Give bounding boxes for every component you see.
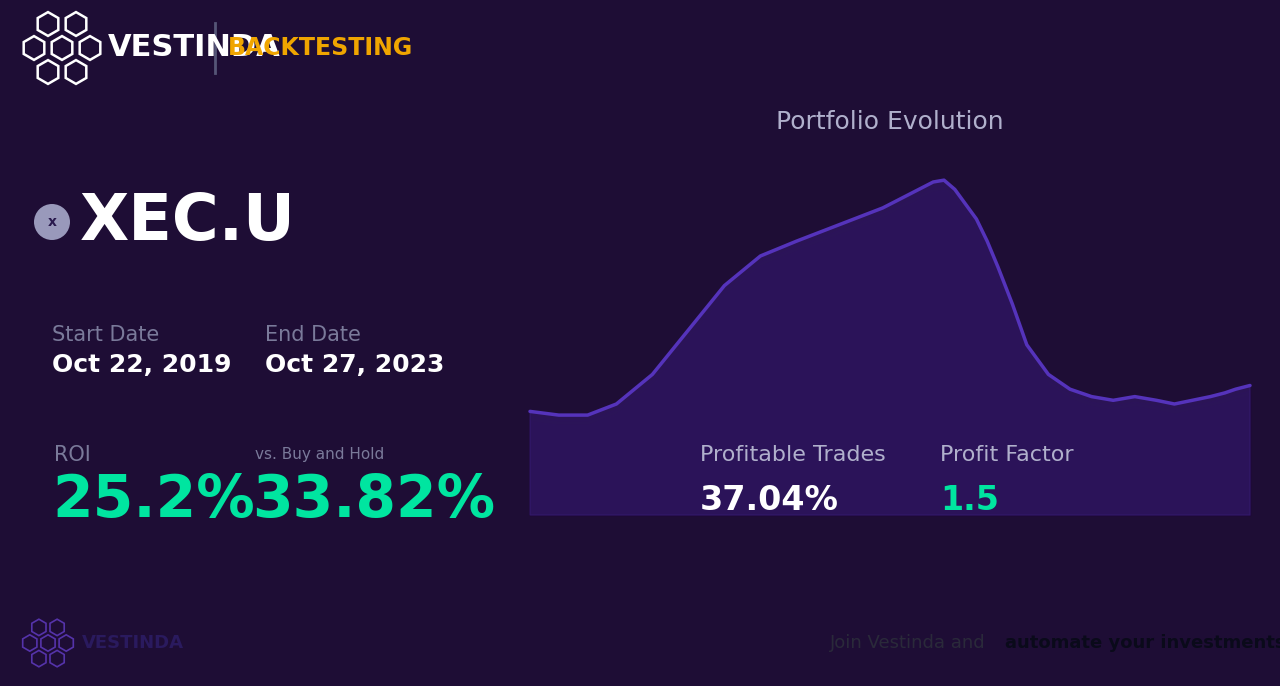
Text: 1.5: 1.5 (940, 484, 998, 517)
Text: x: x (47, 215, 56, 229)
Text: VESTINDA: VESTINDA (108, 34, 280, 62)
Text: VESTINDA: VESTINDA (82, 634, 184, 652)
Text: BACKTESTING: BACKTESTING (228, 36, 413, 60)
Text: vs. Buy and Hold: vs. Buy and Hold (255, 447, 384, 462)
Text: Profitable Trades: Profitable Trades (700, 445, 886, 465)
Text: XEC.U: XEC.U (79, 191, 296, 253)
Text: End Date: End Date (265, 325, 361, 345)
Text: Oct 22, 2019: Oct 22, 2019 (52, 353, 232, 377)
Text: Start Date: Start Date (52, 325, 159, 345)
Text: Oct 27, 2023: Oct 27, 2023 (265, 353, 444, 377)
Text: Join Vestinda and: Join Vestinda and (829, 634, 992, 652)
Polygon shape (530, 180, 1251, 515)
Circle shape (35, 204, 70, 240)
Text: ROI: ROI (54, 445, 91, 465)
Text: 37.04%: 37.04% (700, 484, 838, 517)
Text: 25.2%: 25.2% (52, 471, 255, 528)
Text: automate your investments: automate your investments (1005, 634, 1280, 652)
Text: Profit Factor: Profit Factor (940, 445, 1074, 465)
Text: 33.82%: 33.82% (252, 471, 495, 528)
Text: Portfolio Evolution: Portfolio Evolution (776, 110, 1004, 134)
